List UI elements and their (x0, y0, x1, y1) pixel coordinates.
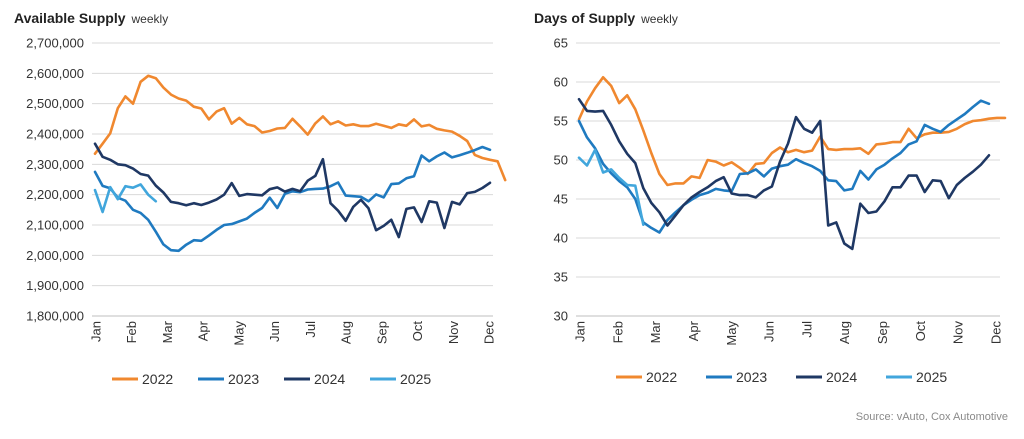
x-tick-label: Feb (610, 321, 625, 343)
source-note: Source: vAuto, Cox Automotive (855, 411, 1008, 423)
x-tick-label: Jun (762, 321, 777, 342)
x-tick-label: Jul (303, 321, 318, 338)
y-tick-label: 40 (554, 231, 568, 246)
y-tick-label: 65 (554, 36, 568, 51)
series-line-2022 (577, 76, 1007, 187)
series-line-2025 (577, 148, 645, 226)
x-tick-label: Mar (160, 320, 175, 343)
series-line-2024 (577, 97, 991, 251)
series-line-2023 (93, 145, 492, 253)
x-tick-label: Nov (446, 321, 461, 345)
y-tick-label: 45 (554, 192, 568, 207)
y-tick-label: 30 (554, 309, 568, 324)
y-tick-label: 35 (554, 270, 568, 285)
legend-label-2023: 2023 (228, 371, 259, 387)
y-tick-label: 2,000,000 (26, 248, 84, 263)
x-tick-label: Dec (989, 321, 1004, 345)
y-tick-label: 2,500,000 (26, 96, 84, 111)
x-tick-label: Sep (875, 321, 890, 344)
legend-label-2022: 2022 (142, 371, 173, 387)
x-tick-label: Dec (482, 321, 497, 345)
x-tick-label: Jan (89, 321, 104, 342)
series-line-2024 (93, 142, 492, 239)
legend-label-2024: 2024 (826, 369, 857, 385)
series-line-2023 (577, 99, 991, 234)
x-tick-label: May (231, 321, 246, 346)
available-supply-panel: 1,800,000 1,900,000 2,000,000 2,100,000 2,20… (0, 0, 510, 400)
y-tick-label: 1,900,000 (26, 278, 84, 293)
y-tick-label: 2,300,000 (26, 157, 84, 172)
y-tick-label: 2,600,000 (26, 66, 84, 81)
y-tick-label: 55 (554, 114, 568, 129)
chart-subtitle: weekly (641, 12, 678, 26)
y-tick-label: 2,200,000 (26, 187, 84, 202)
x-tick-label: Sep (374, 321, 389, 344)
x-tick-label: Apr (196, 320, 211, 341)
x-tick-label: Aug (837, 321, 852, 344)
y-tick-label: 2,700,000 (26, 36, 84, 51)
legend-label-2024: 2024 (314, 371, 345, 387)
x-tick-label: Mar (648, 320, 663, 343)
legend-label-2022: 2022 (646, 369, 677, 385)
legend-label-2025: 2025 (916, 369, 947, 385)
x-tick-label: Nov (951, 321, 966, 345)
legend-label-2025: 2025 (400, 371, 431, 387)
x-tick-label: Jul (799, 321, 814, 338)
y-tick-label: 2,400,000 (26, 127, 84, 142)
x-tick-label: Oct (410, 321, 425, 342)
y-tick-label: 50 (554, 153, 568, 168)
y-tick-label: 2,100,000 (26, 218, 84, 233)
x-tick-label: Aug (339, 321, 354, 344)
x-tick-label: Jan (573, 321, 588, 342)
series-line-2022 (93, 74, 507, 182)
days-of-supply-chart: 30 35 40 45 50 55 60 65 Jan Feb Mar Apr May Jun Jul Aug… (554, 36, 1007, 385)
x-tick-label: Apr (686, 320, 701, 341)
chart-subtitle: weekly (131, 12, 169, 26)
y-tick-label: 60 (554, 75, 568, 90)
y-tick-label: 1,800,000 (26, 309, 84, 324)
legend-label-2023: 2023 (736, 369, 767, 385)
x-tick-label: Jun (267, 321, 282, 342)
chart-title: Available Supply weekly (14, 10, 169, 26)
x-tick-label: Oct (913, 321, 928, 342)
series-line-2025 (93, 183, 158, 214)
available-supply-chart: 1,800,000 1,900,000 2,000,000 2,100,000 2,20… (26, 36, 507, 387)
x-tick-label: Feb (124, 321, 139, 343)
days-of-supply-panel: 30 35 40 45 50 55 60 65 Jan Feb Mar Apr May Jun Jul Aug… (520, 0, 1024, 400)
x-tick-label: May (724, 321, 739, 346)
chart-title: Days of Supply weekly (534, 10, 678, 26)
